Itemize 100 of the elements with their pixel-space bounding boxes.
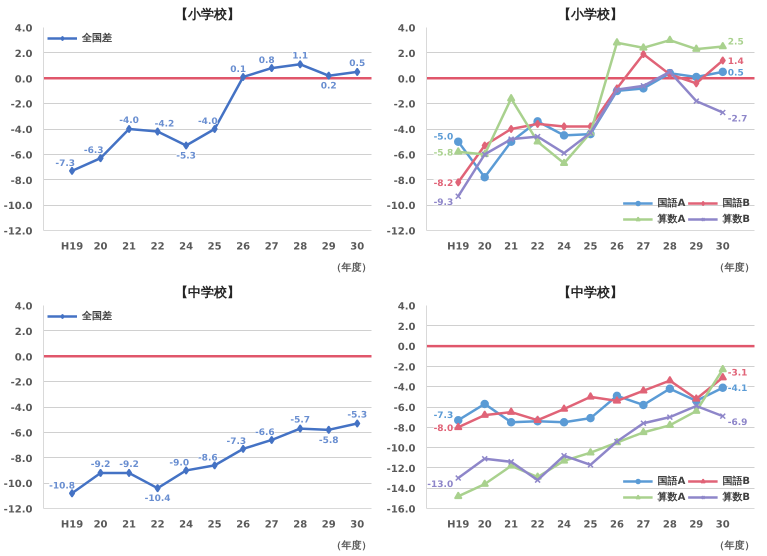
x-tick-label: 21 — [122, 242, 136, 252]
x-tick-label: H19 — [60, 520, 84, 530]
data-label: 0.5 — [728, 68, 744, 78]
y-tick-label: -16.0 — [386, 504, 416, 516]
data-label: -9.3 — [434, 198, 454, 208]
x-axis-title: （年度） — [332, 262, 372, 274]
data-label: 1.1 — [292, 51, 308, 62]
data-label: -9.2 — [90, 460, 110, 470]
data-label: 0.1 — [230, 64, 246, 75]
x-tick-label: 29 — [322, 242, 336, 252]
x-tick-label: 22 — [150, 520, 165, 530]
x-tick-label: 21 — [122, 520, 136, 530]
x-tick-label: 22 — [530, 242, 545, 252]
x-tick-label: 28 — [293, 520, 308, 530]
data-label: 0.8 — [258, 56, 275, 66]
x-tick-label: 28 — [662, 520, 677, 530]
y-tick-label: -8.0 — [394, 423, 416, 434]
y-tick-label: -12.0 — [386, 226, 416, 238]
y-tick-label: 2.0 — [14, 48, 33, 60]
x-tick-label: 20 — [94, 242, 108, 252]
data-label: -4.1 — [728, 384, 748, 394]
y-tick-label: 4.0 — [14, 24, 33, 34]
x-tick-label: 26 — [610, 520, 624, 530]
data-label: 0.5 — [349, 58, 366, 69]
data-label: -5.8 — [434, 148, 454, 158]
y-tick-label: -2.0 — [394, 100, 416, 111]
x-tick-label: 27 — [636, 520, 650, 530]
y-tick-label: -4.0 — [394, 125, 416, 136]
data-label: -7.3 — [55, 158, 76, 169]
x-tick-label: 28 — [662, 242, 677, 252]
x-tick-label: 20 — [94, 520, 108, 530]
legend-label: 国語A — [658, 474, 686, 488]
x-tick-label: 30 — [716, 242, 730, 252]
y-tick-label: -8.0 — [394, 176, 416, 187]
y-tick-label: -4.0 — [394, 382, 416, 394]
x-tick-label: 27 — [264, 520, 279, 530]
x-tick-label: 25 — [208, 520, 222, 530]
x-tick-label: 21 — [504, 520, 518, 530]
y-tick-label: 0.0 — [14, 74, 33, 86]
x-tick-label: 20 — [478, 242, 492, 252]
data-label: -7.3 — [226, 436, 246, 447]
data-label: -9.2 — [119, 460, 139, 470]
y-tick-label: -6.0 — [394, 150, 416, 162]
chart-title: 【小学校】 — [175, 6, 240, 22]
data-label: -8.6 — [198, 453, 218, 464]
y-tick-label: -6.0 — [10, 428, 33, 440]
y-tick-label: -12.0 — [386, 464, 416, 475]
y-tick-label: -12.0 — [4, 504, 33, 516]
x-tick-label: 22 — [150, 242, 165, 252]
data-label: -5.3 — [347, 410, 368, 420]
x-tick-label: 26 — [236, 242, 250, 252]
y-tick-label: -2.0 — [394, 362, 416, 374]
x-tick-label: H19 — [447, 242, 470, 252]
data-label: -13.0 — [427, 480, 454, 490]
y-tick-label: -6.0 — [10, 150, 33, 162]
x-tick-label: 30 — [350, 520, 364, 530]
y-tick-label: 4.0 — [398, 302, 416, 312]
legend-label: 算数A — [658, 490, 686, 504]
x-tick-label: 25 — [584, 242, 598, 252]
y-tick-label: 2.0 — [398, 322, 416, 333]
x-tick-label: 24 — [179, 242, 194, 252]
x-tick-label: 30 — [716, 520, 730, 530]
y-tick-label: -10.0 — [4, 201, 33, 212]
x-tick-label: 24 — [557, 242, 572, 252]
x-tick-label: H19 — [447, 520, 470, 530]
x-tick-label: 29 — [689, 242, 704, 252]
data-label: 2.5 — [728, 38, 744, 48]
y-tick-label: -10.0 — [386, 201, 416, 212]
data-label: -4.2 — [154, 120, 174, 130]
y-tick-label: -4.0 — [10, 403, 33, 414]
data-label: -5.7 — [290, 416, 310, 426]
data-label: -4.0 — [198, 117, 218, 127]
x-tick-label: 29 — [322, 520, 336, 530]
x-tick-label: 26 — [236, 520, 250, 530]
x-tick-label: 25 — [584, 520, 598, 530]
y-tick-label: -4.0 — [10, 125, 33, 136]
data-label: -6.3 — [84, 146, 104, 156]
data-label: -7.3 — [434, 411, 454, 422]
y-tick-label: -14.0 — [386, 484, 416, 496]
data-label: -6.9 — [728, 418, 748, 428]
x-tick-label: 29 — [689, 520, 704, 530]
legend-label: 国語B — [722, 474, 750, 488]
x-tick-label: 22 — [530, 520, 545, 530]
data-label: 0.2 — [320, 82, 337, 92]
y-tick-label: -2.0 — [10, 378, 33, 389]
data-label: -3.1 — [728, 368, 748, 379]
data-label: -8.2 — [434, 178, 454, 189]
x-tick-label: 27 — [636, 242, 650, 252]
x-tick-label: 24 — [557, 520, 572, 530]
y-tick-label: -2.0 — [10, 100, 33, 111]
x-tick-label: 25 — [208, 242, 222, 252]
x-tick-label: 21 — [504, 242, 518, 252]
y-tick-label: -8.0 — [10, 454, 33, 465]
x-tick-label: 28 — [293, 242, 308, 252]
data-label: -4.0 — [119, 116, 139, 126]
chart-title: 【中学校】 — [558, 284, 623, 300]
data-label: -8.0 — [434, 424, 454, 434]
y-tick-label: -10.0 — [4, 479, 33, 490]
data-label: -5.3 — [176, 151, 196, 162]
legend-label: 算数A — [658, 212, 686, 226]
